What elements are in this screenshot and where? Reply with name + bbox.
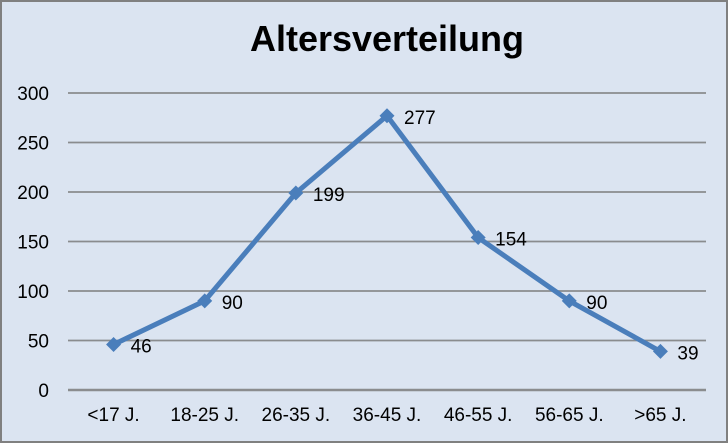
data-point-marker — [197, 293, 213, 309]
data-point-label: 154 — [495, 230, 527, 251]
data-point-label: 277 — [404, 108, 436, 129]
y-tick-label: 200 — [17, 183, 49, 204]
data-point-label: 199 — [313, 185, 345, 206]
x-category-label: 18-25 J. — [170, 405, 239, 426]
data-point-label: 39 — [677, 343, 698, 364]
chart-title: Altersverteilung — [249, 18, 525, 59]
y-tick-label: 100 — [17, 282, 49, 303]
x-category-label: <17 J. — [87, 405, 139, 426]
y-tick-label: 250 — [17, 134, 49, 155]
x-category-label: 26-35 J. — [262, 405, 331, 426]
data-point-label: 90 — [586, 293, 607, 314]
x-category-label: 36-45 J. — [353, 405, 422, 426]
series-line — [111, 113, 663, 354]
data-point-marker — [561, 293, 577, 309]
x-category-label: 46-55 J. — [444, 405, 513, 426]
y-tick-label: 0 — [38, 381, 49, 402]
y-tick-label: 50 — [28, 332, 49, 353]
data-point-marker — [379, 108, 395, 124]
data-point-marker — [470, 230, 486, 246]
data-point-marker — [652, 343, 668, 359]
x-category-label: 56-65 J. — [535, 405, 604, 426]
data-point-label: 90 — [222, 293, 243, 314]
data-point-marker — [106, 336, 122, 352]
x-category-label: >65 J. — [634, 405, 686, 426]
data-point-label: 46 — [131, 336, 152, 357]
data-point-marker — [288, 185, 304, 201]
y-tick-label: 300 — [17, 84, 49, 105]
y-tick-label: 150 — [17, 233, 49, 254]
